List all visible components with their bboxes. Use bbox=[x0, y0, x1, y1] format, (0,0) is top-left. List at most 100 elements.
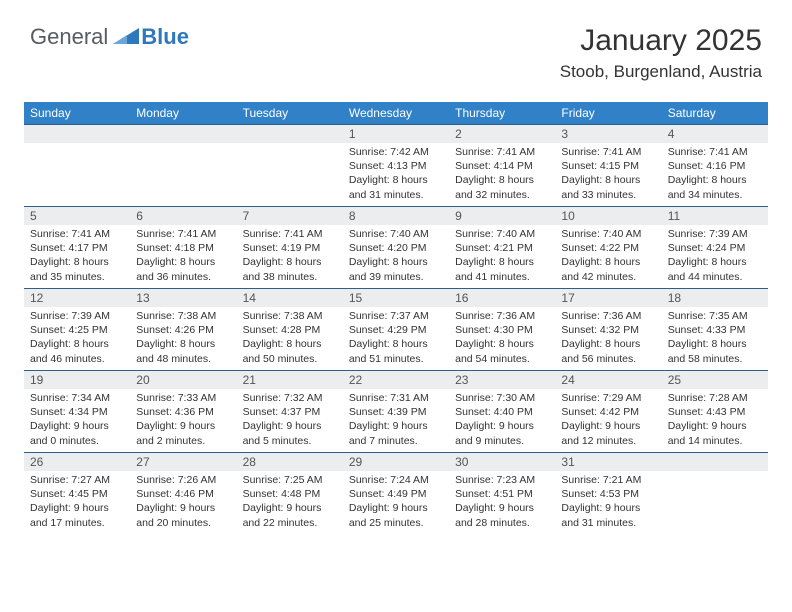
calendar-day-cell: 8Sunrise: 7:40 AMSunset: 4:20 PMDaylight… bbox=[343, 206, 449, 288]
daylight-text-1: Daylight: 8 hours bbox=[668, 255, 762, 269]
sunrise-text: Sunrise: 7:38 AM bbox=[243, 309, 337, 323]
daylight-text-2: and 0 minutes. bbox=[30, 434, 124, 448]
sunset-text: Sunset: 4:49 PM bbox=[349, 487, 443, 501]
calendar-table: SundayMondayTuesdayWednesdayThursdayFrid… bbox=[24, 102, 768, 534]
daylight-text-1: Daylight: 8 hours bbox=[668, 337, 762, 351]
sunrise-text: Sunrise: 7:39 AM bbox=[30, 309, 124, 323]
daylight-text-1: Daylight: 9 hours bbox=[668, 419, 762, 433]
calendar-day-cell bbox=[662, 452, 768, 534]
day-details: Sunrise: 7:26 AMSunset: 4:46 PMDaylight:… bbox=[130, 471, 236, 534]
day-details: Sunrise: 7:36 AMSunset: 4:30 PMDaylight:… bbox=[449, 307, 555, 370]
sunset-text: Sunset: 4:26 PM bbox=[136, 323, 230, 337]
sunset-text: Sunset: 4:29 PM bbox=[349, 323, 443, 337]
sunset-text: Sunset: 4:20 PM bbox=[349, 241, 443, 255]
sunrise-text: Sunrise: 7:23 AM bbox=[455, 473, 549, 487]
daylight-text-2: and 35 minutes. bbox=[30, 270, 124, 284]
sunset-text: Sunset: 4:25 PM bbox=[30, 323, 124, 337]
calendar-day-cell: 14Sunrise: 7:38 AMSunset: 4:28 PMDayligh… bbox=[237, 288, 343, 370]
day-number: 25 bbox=[662, 370, 768, 389]
sunrise-text: Sunrise: 7:41 AM bbox=[243, 227, 337, 241]
sunrise-text: Sunrise: 7:42 AM bbox=[349, 145, 443, 159]
daylight-text-1: Daylight: 9 hours bbox=[561, 501, 655, 515]
sunrise-text: Sunrise: 7:41 AM bbox=[561, 145, 655, 159]
calendar-body: 1Sunrise: 7:42 AMSunset: 4:13 PMDaylight… bbox=[24, 124, 768, 534]
weekday-header: Saturday bbox=[662, 102, 768, 124]
day-details: Sunrise: 7:32 AMSunset: 4:37 PMDaylight:… bbox=[237, 389, 343, 452]
day-details bbox=[130, 143, 236, 149]
daylight-text-2: and 17 minutes. bbox=[30, 516, 124, 530]
sunset-text: Sunset: 4:36 PM bbox=[136, 405, 230, 419]
calendar-day-cell: 19Sunrise: 7:34 AMSunset: 4:34 PMDayligh… bbox=[24, 370, 130, 452]
daylight-text-2: and 12 minutes. bbox=[561, 434, 655, 448]
day-number: 1 bbox=[343, 124, 449, 143]
sunset-text: Sunset: 4:45 PM bbox=[30, 487, 124, 501]
daylight-text-2: and 31 minutes. bbox=[349, 188, 443, 202]
calendar-week-row: 19Sunrise: 7:34 AMSunset: 4:34 PMDayligh… bbox=[24, 370, 768, 452]
weekday-header: Monday bbox=[130, 102, 236, 124]
sunrise-text: Sunrise: 7:39 AM bbox=[668, 227, 762, 241]
day-number: 22 bbox=[343, 370, 449, 389]
sunrise-text: Sunrise: 7:35 AM bbox=[668, 309, 762, 323]
day-details: Sunrise: 7:27 AMSunset: 4:45 PMDaylight:… bbox=[24, 471, 130, 534]
day-number: 29 bbox=[343, 452, 449, 471]
calendar-week-row: 12Sunrise: 7:39 AMSunset: 4:25 PMDayligh… bbox=[24, 288, 768, 370]
daylight-text-2: and 58 minutes. bbox=[668, 352, 762, 366]
daylight-text-2: and 7 minutes. bbox=[349, 434, 443, 448]
sunrise-text: Sunrise: 7:33 AM bbox=[136, 391, 230, 405]
calendar-day-cell: 21Sunrise: 7:32 AMSunset: 4:37 PMDayligh… bbox=[237, 370, 343, 452]
sunset-text: Sunset: 4:16 PM bbox=[668, 159, 762, 173]
day-details: Sunrise: 7:25 AMSunset: 4:48 PMDaylight:… bbox=[237, 471, 343, 534]
sunset-text: Sunset: 4:19 PM bbox=[243, 241, 337, 255]
daylight-text-1: Daylight: 8 hours bbox=[561, 337, 655, 351]
daylight-text-1: Daylight: 9 hours bbox=[136, 419, 230, 433]
brand-logo: General Blue bbox=[30, 24, 189, 50]
daylight-text-1: Daylight: 8 hours bbox=[243, 255, 337, 269]
daylight-text-2: and 2 minutes. bbox=[136, 434, 230, 448]
calendar-day-cell: 31Sunrise: 7:21 AMSunset: 4:53 PMDayligh… bbox=[555, 452, 661, 534]
day-number: 19 bbox=[24, 370, 130, 389]
daylight-text-2: and 48 minutes. bbox=[136, 352, 230, 366]
sunset-text: Sunset: 4:46 PM bbox=[136, 487, 230, 501]
daylight-text-1: Daylight: 8 hours bbox=[455, 255, 549, 269]
calendar-day-cell: 6Sunrise: 7:41 AMSunset: 4:18 PMDaylight… bbox=[130, 206, 236, 288]
daylight-text-2: and 36 minutes. bbox=[136, 270, 230, 284]
sunset-text: Sunset: 4:24 PM bbox=[668, 241, 762, 255]
daylight-text-1: Daylight: 9 hours bbox=[30, 501, 124, 515]
calendar-week-row: 1Sunrise: 7:42 AMSunset: 4:13 PMDaylight… bbox=[24, 124, 768, 206]
location-text: Stoob, Burgenland, Austria bbox=[560, 62, 762, 82]
sunrise-text: Sunrise: 7:21 AM bbox=[561, 473, 655, 487]
day-details: Sunrise: 7:41 AMSunset: 4:19 PMDaylight:… bbox=[237, 225, 343, 288]
calendar-day-cell: 20Sunrise: 7:33 AMSunset: 4:36 PMDayligh… bbox=[130, 370, 236, 452]
daylight-text-1: Daylight: 8 hours bbox=[349, 337, 443, 351]
day-number: 26 bbox=[24, 452, 130, 471]
calendar-day-cell: 13Sunrise: 7:38 AMSunset: 4:26 PMDayligh… bbox=[130, 288, 236, 370]
daylight-text-2: and 14 minutes. bbox=[668, 434, 762, 448]
sunset-text: Sunset: 4:21 PM bbox=[455, 241, 549, 255]
daylight-text-2: and 41 minutes. bbox=[455, 270, 549, 284]
daylight-text-1: Daylight: 8 hours bbox=[561, 173, 655, 187]
calendar-day-cell: 12Sunrise: 7:39 AMSunset: 4:25 PMDayligh… bbox=[24, 288, 130, 370]
day-number: 9 bbox=[449, 206, 555, 225]
daylight-text-2: and 42 minutes. bbox=[561, 270, 655, 284]
calendar-day-cell: 23Sunrise: 7:30 AMSunset: 4:40 PMDayligh… bbox=[449, 370, 555, 452]
sunset-text: Sunset: 4:18 PM bbox=[136, 241, 230, 255]
daylight-text-2: and 56 minutes. bbox=[561, 352, 655, 366]
day-number: 6 bbox=[130, 206, 236, 225]
sunrise-text: Sunrise: 7:41 AM bbox=[30, 227, 124, 241]
day-number: 11 bbox=[662, 206, 768, 225]
calendar-day-cell: 28Sunrise: 7:25 AMSunset: 4:48 PMDayligh… bbox=[237, 452, 343, 534]
sunrise-text: Sunrise: 7:41 AM bbox=[455, 145, 549, 159]
calendar-day-cell: 22Sunrise: 7:31 AMSunset: 4:39 PMDayligh… bbox=[343, 370, 449, 452]
sunrise-text: Sunrise: 7:38 AM bbox=[136, 309, 230, 323]
calendar-day-cell bbox=[237, 124, 343, 206]
sunrise-text: Sunrise: 7:32 AM bbox=[243, 391, 337, 405]
daylight-text-1: Daylight: 8 hours bbox=[30, 337, 124, 351]
calendar-day-cell: 24Sunrise: 7:29 AMSunset: 4:42 PMDayligh… bbox=[555, 370, 661, 452]
day-number bbox=[24, 124, 130, 143]
calendar-week-row: 26Sunrise: 7:27 AMSunset: 4:45 PMDayligh… bbox=[24, 452, 768, 534]
daylight-text-2: and 9 minutes. bbox=[455, 434, 549, 448]
sunrise-text: Sunrise: 7:41 AM bbox=[668, 145, 762, 159]
daylight-text-1: Daylight: 9 hours bbox=[243, 501, 337, 515]
day-number: 17 bbox=[555, 288, 661, 307]
daylight-text-1: Daylight: 8 hours bbox=[349, 173, 443, 187]
